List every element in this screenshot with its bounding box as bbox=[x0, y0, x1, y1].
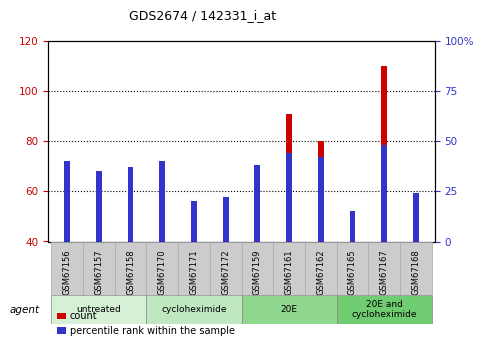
Text: GSM67158: GSM67158 bbox=[126, 249, 135, 295]
Text: GSM67165: GSM67165 bbox=[348, 249, 357, 295]
Bar bbox=[286, 114, 292, 242]
Bar bbox=[318, 141, 324, 242]
Bar bbox=[413, 197, 419, 241]
Bar bbox=[191, 201, 197, 242]
Bar bbox=[146, 241, 178, 295]
Text: GSM67162: GSM67162 bbox=[316, 249, 325, 295]
Bar bbox=[96, 171, 102, 242]
Bar bbox=[255, 191, 260, 242]
Bar bbox=[191, 224, 197, 241]
Text: GSM67156: GSM67156 bbox=[63, 249, 72, 295]
Bar bbox=[178, 241, 210, 295]
Bar bbox=[128, 199, 133, 242]
Bar bbox=[223, 211, 228, 241]
Bar bbox=[64, 161, 70, 242]
Text: GSM67172: GSM67172 bbox=[221, 249, 230, 295]
Bar bbox=[400, 241, 431, 295]
Text: GSM67159: GSM67159 bbox=[253, 249, 262, 295]
Bar bbox=[337, 241, 368, 295]
Text: GDS2674 / 142331_i_at: GDS2674 / 142331_i_at bbox=[129, 9, 276, 22]
Bar bbox=[337, 295, 431, 324]
Text: 20E and
cycloheximide: 20E and cycloheximide bbox=[351, 300, 417, 319]
Bar bbox=[159, 161, 165, 242]
Bar bbox=[159, 171, 165, 242]
Bar bbox=[381, 146, 387, 242]
Text: GSM67168: GSM67168 bbox=[411, 249, 420, 295]
Text: GSM67170: GSM67170 bbox=[158, 249, 167, 295]
Bar bbox=[52, 295, 146, 324]
Bar bbox=[242, 295, 337, 324]
Bar bbox=[286, 154, 292, 242]
Text: GSM67161: GSM67161 bbox=[284, 249, 294, 295]
Bar bbox=[242, 241, 273, 295]
Bar bbox=[115, 241, 146, 295]
Bar bbox=[413, 194, 419, 241]
Bar bbox=[305, 241, 337, 295]
Text: GSM67171: GSM67171 bbox=[189, 249, 199, 295]
Bar bbox=[350, 224, 355, 241]
Text: cycloheximide: cycloheximide bbox=[161, 305, 227, 314]
Bar bbox=[96, 211, 102, 241]
Bar bbox=[83, 241, 115, 295]
Bar bbox=[273, 241, 305, 295]
Bar bbox=[368, 241, 400, 295]
Bar bbox=[350, 211, 355, 241]
Bar bbox=[210, 241, 242, 295]
Text: GSM67157: GSM67157 bbox=[95, 249, 103, 295]
Bar bbox=[146, 295, 242, 324]
Bar bbox=[318, 157, 324, 241]
Bar bbox=[52, 241, 83, 295]
Text: agent: agent bbox=[10, 305, 40, 315]
Legend: count, percentile rank within the sample: count, percentile rank within the sample bbox=[53, 307, 239, 340]
Text: 20E: 20E bbox=[281, 305, 298, 314]
Bar bbox=[255, 166, 260, 242]
Text: GSM67167: GSM67167 bbox=[380, 249, 388, 295]
Bar bbox=[64, 161, 70, 242]
Bar bbox=[223, 197, 228, 241]
Text: untreated: untreated bbox=[77, 305, 121, 314]
Bar bbox=[128, 167, 133, 241]
Bar bbox=[381, 66, 387, 242]
